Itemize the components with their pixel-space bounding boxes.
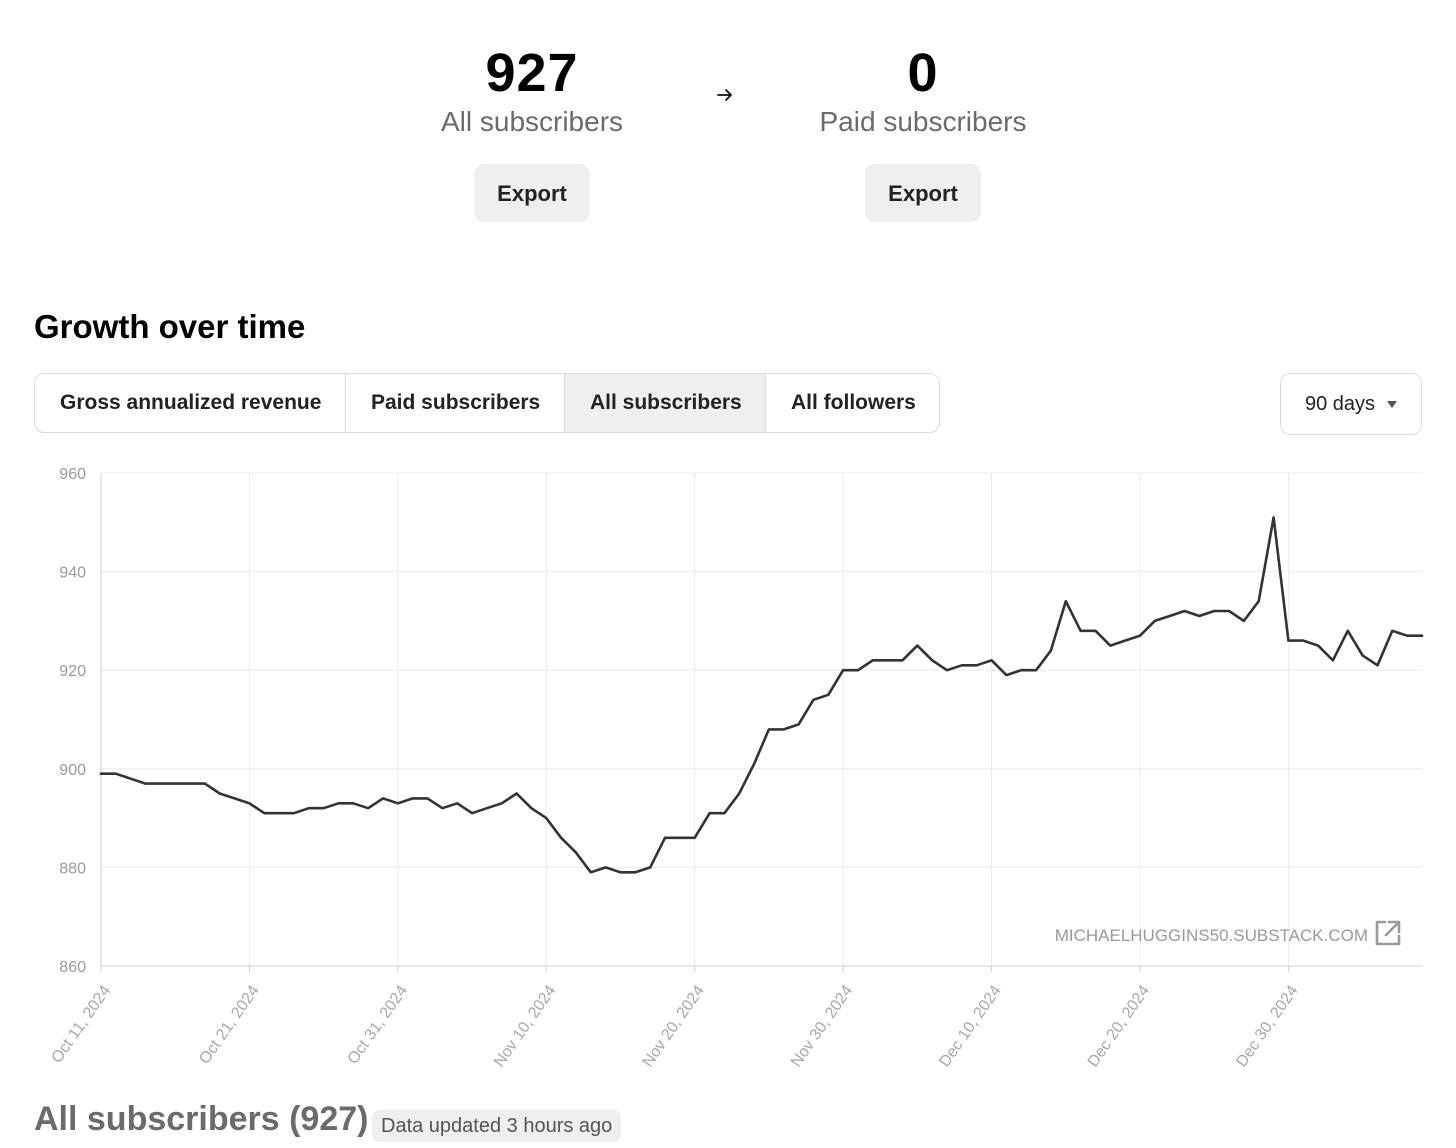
date-range-select[interactable]: 90 days (1280, 373, 1422, 435)
x-tick-label: Nov 10, 2024 (491, 982, 560, 1070)
x-tick-label: Nov 30, 2024 (788, 982, 857, 1070)
chart-grid (100, 472, 1422, 967)
tab-all-followers[interactable]: All followers (791, 391, 916, 414)
growth-chart: 960 940 920 900 880 860 Oct 11, 2024 Oct 21, 2… (48, 466, 1424, 1070)
chart-axes (100, 473, 1422, 972)
y-tick-label: 900 (59, 762, 86, 779)
tab-paid-subscribers[interactable]: Paid subscribers (346, 374, 565, 432)
paid-subscribers-count: 0 (907, 43, 939, 103)
arrow-right-icon (715, 84, 735, 112)
x-tick-label: Dec 30, 2024 (1233, 982, 1302, 1070)
x-tick-label: Dec 20, 2024 (1085, 982, 1154, 1070)
export-all-subscribers-button[interactable]: Export (474, 164, 590, 222)
series-line-all-subscribers (99, 516, 1424, 874)
y-axis-ticks: 960 940 920 900 880 860 (59, 466, 86, 976)
export-paid-subscribers-button[interactable]: Export (865, 164, 981, 222)
data-updated-badge: Data updated 3 hours ago (372, 1110, 622, 1142)
caret-down-icon (1387, 401, 1397, 408)
x-tick-label: Dec 10, 2024 (936, 982, 1005, 1070)
x-tick-label: Nov 20, 2024 (639, 982, 708, 1070)
y-tick-label: 880 (59, 860, 86, 877)
tab-all-subscribers[interactable]: All subscribers (565, 374, 766, 432)
growth-section-title: Growth over time (34, 308, 306, 345)
x-tick-label: Oct 31, 2024 (345, 982, 412, 1067)
all-subscribers-count: 927 (485, 43, 579, 103)
y-tick-label: 860 (59, 959, 86, 976)
metric-tabs: Gross annualized revenue Paid subscriber… (34, 373, 940, 433)
y-tick-label: 940 (59, 565, 86, 582)
all-subscribers-stat: 927 All subscribers Export (382, 40, 682, 222)
x-tick-label: Oct 21, 2024 (196, 982, 263, 1067)
external-link-icon[interactable] (1375, 920, 1401, 946)
publication-watermark: MICHAELHUGGINS50.SUBSTACK.COM (1055, 926, 1368, 945)
all-subscribers-label: All subscribers (440, 106, 624, 137)
tab-gross-annualized-revenue[interactable]: Gross annualized revenue (35, 374, 346, 432)
y-tick-label: 920 (59, 663, 86, 680)
paid-subscribers-stat: 0 Paid subscribers Export (773, 40, 1073, 222)
x-axis-ticks: Oct 11, 2024 Oct 21, 2024 Oct 31, 2024 Nov … (48, 982, 1301, 1070)
y-tick-label: 960 (59, 466, 86, 483)
paid-subscribers-label: Paid subscribers (819, 106, 1027, 137)
x-tick-label: Oct 11, 2024 (48, 982, 114, 1066)
subscribers-list-title: All subscribers (927) (34, 1100, 369, 1138)
date-range-value: 90 days (1305, 393, 1376, 415)
